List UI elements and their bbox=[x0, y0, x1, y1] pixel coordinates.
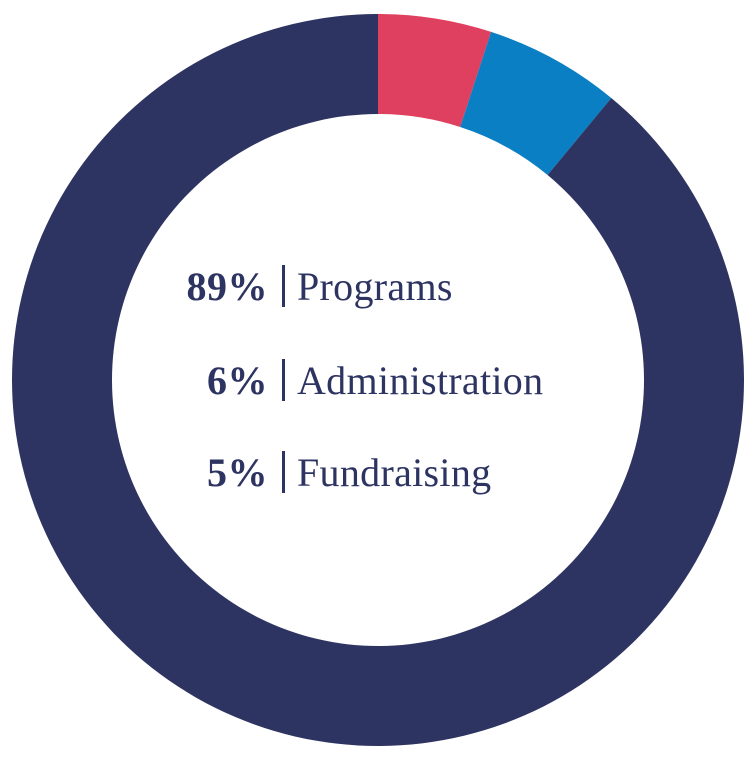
legend-label-fundraising: Fundraising bbox=[297, 449, 492, 495]
legend-separator bbox=[282, 451, 285, 493]
donut-slice-fundraising bbox=[378, 14, 492, 128]
legend-label-programs: Programs bbox=[297, 263, 453, 309]
legend-label-administration: Administration bbox=[297, 357, 544, 403]
legend-separator bbox=[282, 359, 285, 401]
legend-separator bbox=[282, 265, 285, 307]
legend-row-fundraising: 5% Fundraising bbox=[0, 442, 756, 502]
legend-value-programs: 89% bbox=[186, 263, 268, 309]
legend-value-fundraising: 5% bbox=[207, 449, 268, 495]
legend-value-administration: 6% bbox=[207, 357, 268, 403]
donut-slice-administration bbox=[460, 31, 612, 176]
legend-row-programs: 89% Programs bbox=[0, 256, 756, 316]
legend-row-administration: 6% Administration bbox=[0, 350, 756, 410]
